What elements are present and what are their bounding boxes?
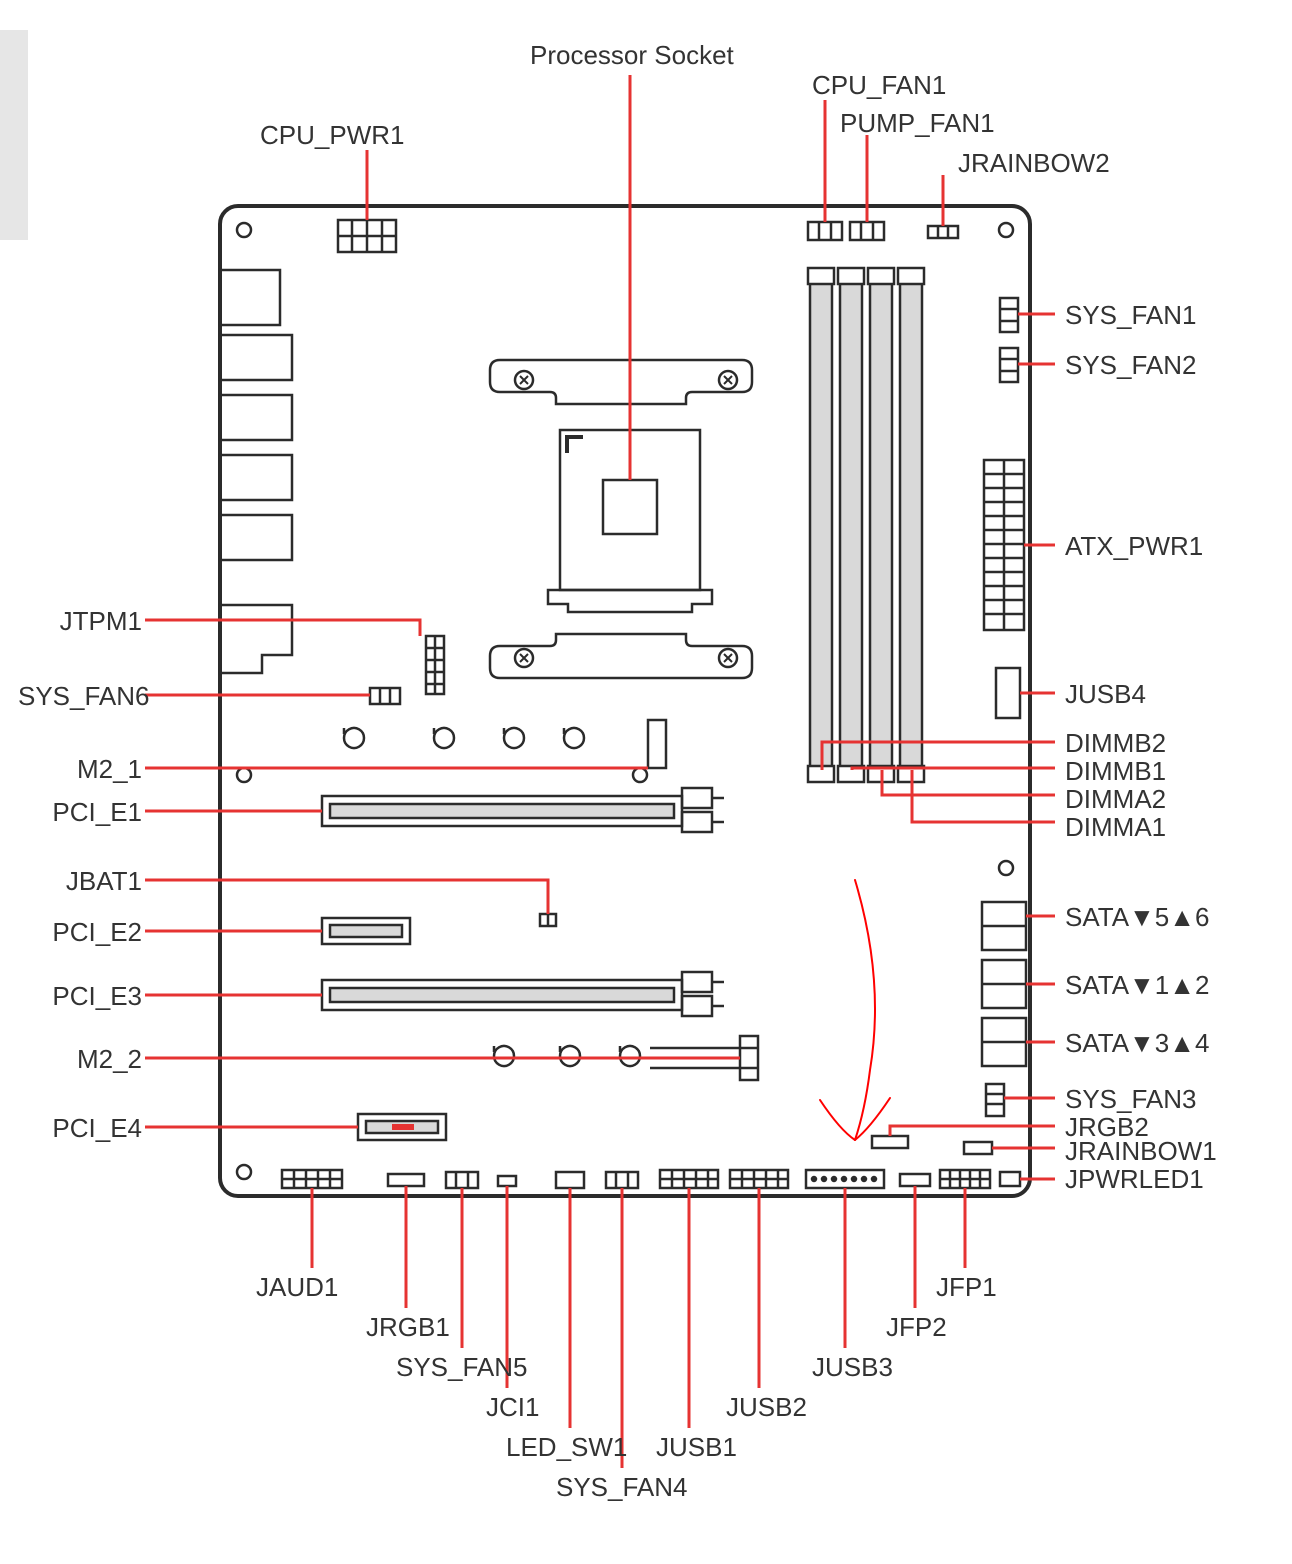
label-jfp1: JFP1 xyxy=(936,1272,997,1303)
label-sata12: SATA▼1▲2 xyxy=(1065,970,1209,1001)
jusb4-header xyxy=(996,668,1020,718)
processor-socket xyxy=(490,360,752,678)
sata-ports xyxy=(982,902,1026,1066)
jtpm1-header xyxy=(426,636,444,694)
label-jci1: JCI1 xyxy=(486,1392,539,1423)
rear-io-stack xyxy=(220,270,292,673)
label-jbat1: JBAT1 xyxy=(60,866,142,897)
label-jrainbow1: JRAINBOW1 xyxy=(1065,1136,1217,1167)
sysfan3-header xyxy=(986,1084,1004,1116)
label-cpu-fan1: CPU_FAN1 xyxy=(812,70,946,101)
pcie2-slot xyxy=(322,918,410,944)
atx-pwr1 xyxy=(984,460,1024,630)
label-sys-fan2: SYS_FAN2 xyxy=(1065,350,1197,381)
sysfan6-header xyxy=(370,688,400,704)
label-m2-1: M2_1 xyxy=(70,754,142,785)
cpu-pwr1-connector xyxy=(338,220,396,252)
label-dimma1: DIMMA1 xyxy=(1065,812,1166,843)
label-jusb2: JUSB2 xyxy=(726,1392,807,1423)
pcie1-slot xyxy=(322,788,724,832)
hand-arrow-annotation xyxy=(820,880,890,1140)
m2-1-slot xyxy=(344,720,666,768)
label-jusb4: JUSB4 xyxy=(1065,679,1146,710)
label-dimmb2: DIMMB2 xyxy=(1065,728,1166,759)
pcie3-slot xyxy=(322,972,724,1016)
label-jusb3: JUSB3 xyxy=(812,1352,893,1383)
mounting-holes xyxy=(237,223,1013,1179)
jbat1-jumper xyxy=(540,914,556,926)
label-dimmb1: DIMMB1 xyxy=(1065,756,1166,787)
label-atx-pwr1: ATX_PWR1 xyxy=(1065,531,1203,562)
label-pci-e4: PCI_E4 xyxy=(50,1113,142,1144)
label-sys-fan1: SYS_FAN1 xyxy=(1065,300,1197,331)
label-sata56: SATA▼5▲6 xyxy=(1065,902,1209,933)
top-fan-headers xyxy=(808,222,884,240)
label-jfp2: JFP2 xyxy=(886,1312,947,1343)
label-processor-socket: Processor Socket xyxy=(530,40,734,71)
label-pci-e1: PCI_E1 xyxy=(50,797,142,828)
label-cpu-pwr1: CPU_PWR1 xyxy=(260,120,404,151)
label-jrgb1: JRGB1 xyxy=(366,1312,450,1343)
jrgb2-jrainbow1 xyxy=(872,1136,992,1154)
label-pump-fan1: PUMP_FAN1 xyxy=(840,108,995,139)
jrainbow2-header xyxy=(928,226,958,238)
motherboard-diagram: Processor Socket CPU_PWR1 CPU_FAN1 PUMP_… xyxy=(0,0,1292,1564)
label-sys-fan3: SYS_FAN3 xyxy=(1065,1084,1197,1115)
dimm-slots xyxy=(808,268,924,782)
label-sys-fan6: SYS_FAN6 xyxy=(18,681,142,712)
label-sys-fan4: SYS_FAN4 xyxy=(556,1472,688,1503)
pcie4-slot xyxy=(358,1114,446,1140)
label-dimma2: DIMMA2 xyxy=(1065,784,1166,815)
label-jrainbow2: JRAINBOW2 xyxy=(958,148,1110,179)
label-pci-e3: PCI_E3 xyxy=(50,981,142,1012)
label-sys-fan5: SYS_FAN5 xyxy=(396,1352,528,1383)
label-jaud1: JAUD1 xyxy=(256,1272,338,1303)
sysfan12-headers xyxy=(1000,298,1018,382)
label-sata34: SATA▼3▲4 xyxy=(1065,1028,1209,1059)
label-jtpm1: JTPM1 xyxy=(58,606,142,637)
label-pci-e2: PCI_E2 xyxy=(50,917,142,948)
label-led-sw1: LED_SW1 xyxy=(506,1432,627,1463)
label-jusb1: JUSB1 xyxy=(656,1432,737,1463)
label-jpwrled1: JPWRLED1 xyxy=(1065,1164,1204,1195)
bottom-headers xyxy=(282,1170,1020,1188)
label-m2-2: M2_2 xyxy=(70,1044,142,1075)
